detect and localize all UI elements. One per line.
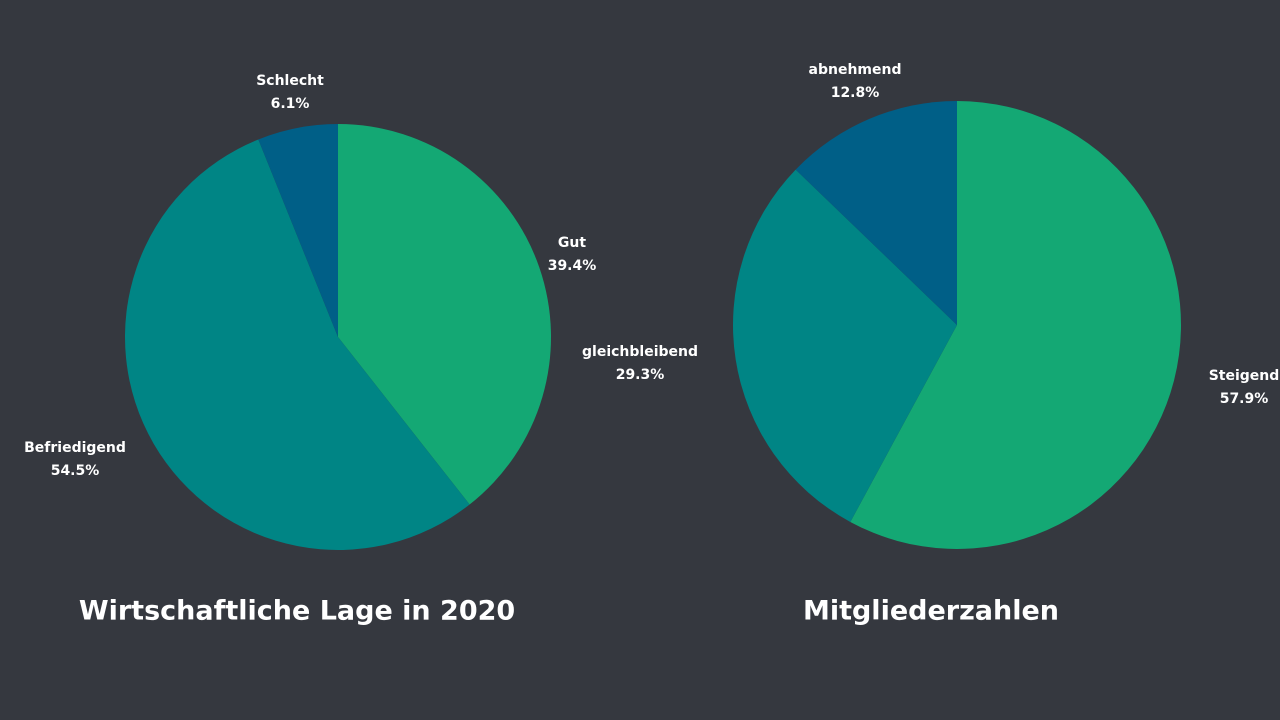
slice-label: Befriedigend [24, 440, 126, 456]
slice-value-label: 39.4% [548, 258, 597, 274]
pie-slice [733, 169, 957, 522]
pie-slice [850, 101, 1182, 549]
slice-label: Steigend [1209, 368, 1280, 384]
slice-value-label: 6.1% [271, 96, 310, 112]
slice-value-label: 57.9% [1220, 391, 1269, 407]
pie-slice [124, 139, 470, 551]
pie-slice [795, 101, 957, 325]
pie-slice [258, 124, 338, 337]
slice-value-label: 54.5% [51, 463, 100, 479]
slice-label: Schlecht [256, 73, 324, 89]
slice-label: abnehmend [809, 62, 902, 78]
slice-label: gleichbleibend [582, 344, 698, 360]
slice-label: Gut [558, 235, 586, 251]
chart-title: Wirtschaftliche Lage in 2020 [79, 596, 515, 627]
slice-value-label: 12.8% [831, 85, 880, 101]
pie-slice [338, 124, 551, 505]
chart-title: Mitgliederzahlen [803, 596, 1059, 627]
slice-value-label: 29.3% [616, 367, 665, 383]
